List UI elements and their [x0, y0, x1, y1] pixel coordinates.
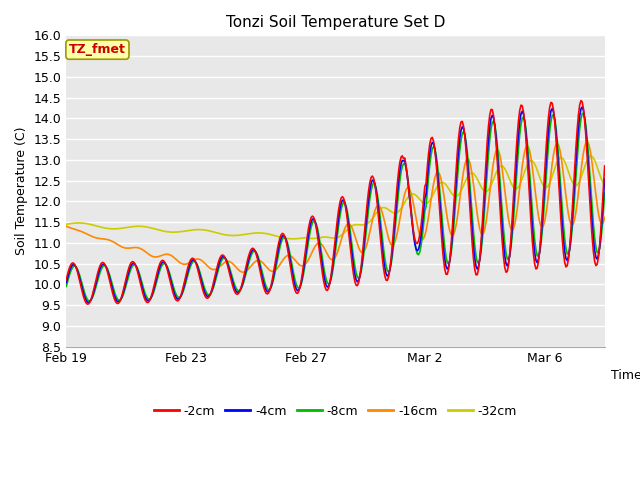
- Y-axis label: Soil Temperature (C): Soil Temperature (C): [15, 127, 28, 255]
- Legend: -2cm, -4cm, -8cm, -16cm, -32cm: -2cm, -4cm, -8cm, -16cm, -32cm: [148, 400, 522, 423]
- X-axis label: Time: Time: [611, 369, 640, 382]
- Text: TZ_fmet: TZ_fmet: [69, 43, 126, 56]
- Title: Tonzi Soil Temperature Set D: Tonzi Soil Temperature Set D: [226, 15, 445, 30]
